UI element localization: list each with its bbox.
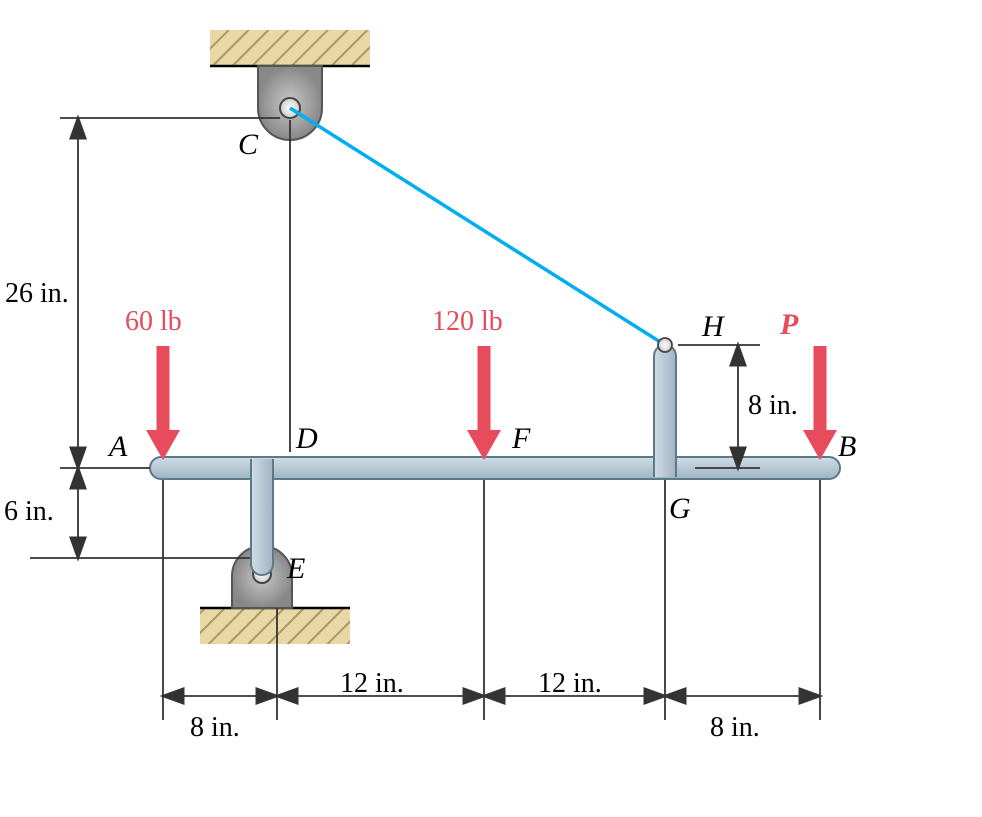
load-60lb-label: 60 lb — [125, 306, 182, 338]
label-h: H — [702, 310, 724, 344]
dim-12in-1-label: 12 in. — [340, 668, 404, 700]
label-b: B — [838, 430, 856, 464]
support-ground-e — [200, 546, 350, 644]
label-c: C — [238, 128, 258, 162]
load-120lb-arrow — [467, 346, 501, 460]
dim-8in-right-label: 8 in. — [748, 390, 798, 422]
dim-6in-label: 6 in. — [4, 496, 54, 528]
load-p-arrow — [803, 346, 837, 460]
extension-lines — [30, 118, 820, 720]
label-d: D — [296, 422, 318, 456]
diagram-svg — [0, 0, 982, 817]
dim-12in-2-label: 12 in. — [538, 668, 602, 700]
load-60lb-arrow — [146, 346, 180, 460]
stub-gh — [654, 338, 676, 477]
load-120lb-label: 120 lb — [432, 306, 503, 338]
dim-8in-left-label: 8 in. — [190, 712, 240, 744]
label-e: E — [287, 552, 305, 586]
dim-26in-label: 26 in. — [5, 278, 69, 310]
dim-8in-right2-label: 8 in. — [710, 712, 760, 744]
label-p: P — [780, 308, 798, 342]
stub-de — [251, 459, 273, 575]
label-a: A — [109, 430, 127, 464]
label-f: F — [512, 422, 530, 456]
label-g: G — [669, 492, 691, 526]
